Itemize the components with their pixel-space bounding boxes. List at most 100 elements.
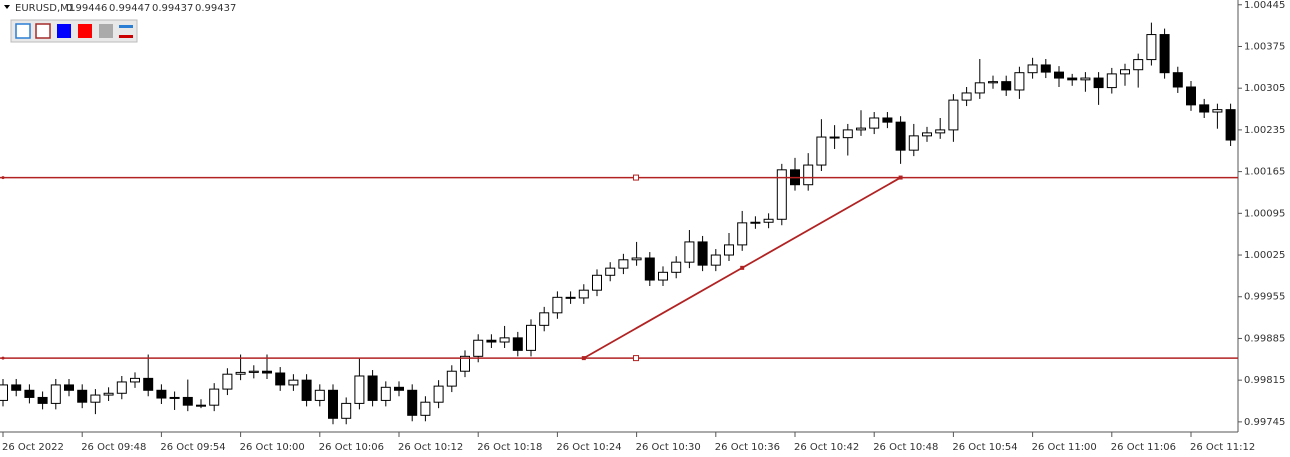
candle-body	[1146, 34, 1157, 61]
candle-body	[1186, 86, 1196, 106]
y-tick-label: 0.99815	[1244, 375, 1285, 386]
plot-area	[0, 0, 1238, 432]
tool-button[interactable]	[78, 24, 92, 38]
candle-body	[1093, 77, 1104, 89]
candle-body	[341, 402, 352, 419]
candle-body	[1225, 109, 1236, 141]
line-handle	[633, 174, 639, 181]
candle-body	[882, 117, 893, 123]
tool-button[interactable]	[119, 25, 133, 28]
toolbar	[10, 19, 138, 43]
x-tick-label: 26 Oct 10:06	[319, 442, 384, 453]
tool-button[interactable]	[35, 23, 51, 39]
y-tick-label: 1.00375	[1244, 41, 1285, 52]
candle-body	[156, 389, 167, 399]
candle-body	[262, 370, 272, 374]
candle-body	[724, 244, 734, 256]
candle-body	[1014, 72, 1025, 91]
candle-body	[235, 371, 246, 375]
x-tick-label: 26 Oct 10:30	[636, 442, 701, 453]
y-tick-label: 1.00025	[1244, 250, 1285, 261]
x-tick-label: 26 Oct 11:06	[1111, 442, 1176, 453]
line-end	[1, 176, 5, 180]
candle-body	[394, 386, 404, 391]
candle-body	[143, 377, 154, 391]
tool-button[interactable]	[15, 23, 31, 39]
candle-body	[552, 296, 563, 314]
candle-body	[922, 132, 932, 137]
candle-body	[222, 373, 233, 390]
candle-body	[974, 82, 985, 94]
x-tick-label: 26 Oct 10:54	[952, 442, 1017, 453]
candle-body	[130, 377, 140, 383]
candle-body	[737, 222, 748, 246]
candle-body	[499, 337, 510, 343]
candle-body	[776, 169, 787, 220]
candle-body	[763, 218, 774, 223]
candle-body	[1027, 64, 1038, 74]
x-tick-label: 26 Oct 2022	[2, 442, 64, 453]
candle-body	[116, 381, 127, 394]
candle-body	[196, 404, 206, 407]
candle-body	[182, 396, 193, 406]
tool-button[interactable]	[99, 24, 113, 38]
x-tick-label: 26 Oct 11:12	[1190, 442, 1255, 453]
candle-body	[935, 129, 946, 134]
candle-body	[684, 241, 695, 263]
y-tick-label: 0.99885	[1244, 333, 1285, 344]
y-tick-label: 0.99745	[1244, 417, 1285, 428]
header-price: 0.99446	[66, 3, 107, 14]
candle-body	[1212, 109, 1223, 113]
candle-body	[24, 389, 35, 398]
candle-body	[0, 384, 8, 401]
x-tick-label: 26 Oct 10:18	[477, 442, 542, 453]
x-tick-label: 26 Oct 10:48	[873, 442, 938, 453]
line-handle	[633, 355, 639, 362]
candle-body	[512, 337, 523, 351]
x-tick-label: 26 Oct 11:00	[1032, 442, 1097, 453]
candle-body	[288, 379, 299, 386]
candle-body	[961, 92, 972, 101]
candle-body	[380, 386, 391, 401]
collapse-arrow[interactable]	[4, 5, 10, 9]
candle-body	[948, 99, 959, 131]
candle-body	[605, 267, 616, 276]
candle-body	[829, 136, 840, 139]
candle-body	[539, 312, 550, 326]
candle-body	[631, 257, 642, 261]
candle-body	[644, 257, 655, 281]
trend-handle	[740, 265, 745, 270]
candle-body	[1159, 34, 1170, 74]
candle-body	[460, 355, 470, 372]
candle-body	[869, 117, 880, 129]
candle-body	[275, 372, 286, 386]
candle-body	[473, 339, 484, 357]
candle-body	[671, 261, 682, 273]
x-tick-label: 26 Oct 10:36	[715, 442, 780, 453]
x-tick-label: 26 Oct 09:48	[81, 442, 146, 453]
tool-button[interactable]	[57, 24, 71, 38]
candle-body	[803, 164, 814, 186]
candle-body	[169, 396, 180, 399]
candle-body	[301, 379, 312, 401]
candle-body	[407, 389, 418, 416]
candle-body	[1106, 73, 1117, 89]
tool-button-part[interactable]	[119, 35, 133, 38]
candle-body	[50, 384, 61, 404]
candle-body	[526, 324, 536, 351]
candle-body	[1172, 72, 1183, 88]
candle-body	[77, 389, 88, 403]
candle-body	[90, 394, 101, 403]
candle-body	[1133, 59, 1144, 71]
y-tick-label: 1.00095	[1244, 208, 1285, 219]
candle-body	[11, 384, 22, 391]
header-price: 0.99447	[109, 3, 150, 14]
candle-body	[618, 259, 629, 269]
y-tick-label: 1.00445	[1244, 0, 1285, 11]
candle-body	[64, 384, 74, 391]
candle-body	[697, 241, 708, 266]
candle-body	[578, 289, 589, 299]
y-tick-label: 1.00235	[1244, 125, 1285, 136]
